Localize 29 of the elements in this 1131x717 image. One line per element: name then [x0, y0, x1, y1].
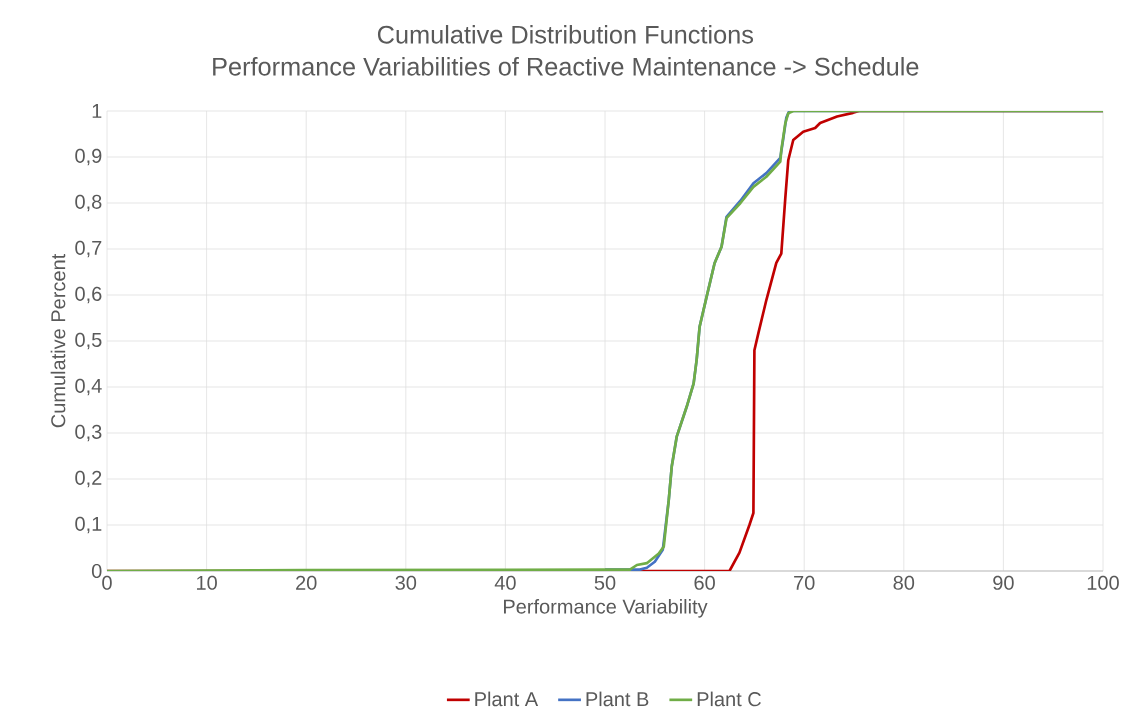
y-tick-label: 0,1	[75, 516, 102, 534]
legend-label: Plant A	[475, 691, 539, 707]
y-tick-label: 0,9	[75, 148, 102, 166]
x-tick-label: 50	[594, 575, 616, 590]
x-axis-title: Performance Variability	[504, 599, 708, 618]
y-tick-label: 0,7	[75, 240, 102, 258]
x-tick-label: 20	[296, 575, 317, 590]
y-tick-label: 0,4	[75, 378, 102, 396]
x-tick-label: 70	[794, 575, 815, 590]
y-tick-label: 1	[92, 104, 102, 118]
y-tick-label: 0,2	[75, 470, 102, 488]
x-tick-label: 10	[197, 575, 217, 590]
x-tick-label: 100	[1087, 575, 1119, 590]
y-axis-title: Cumulative Percent	[50, 253, 66, 428]
y-tick-label: 0,3	[75, 424, 102, 442]
x-tick-label: 40	[494, 575, 516, 590]
y-tick-label: 0,8	[75, 194, 102, 212]
chart-subtitle: Performance Variabilities of Reactive Maintenance -> Schedule	[213, 57, 919, 76]
y-tick-label: 0,6	[75, 286, 102, 304]
x-tick-label: 60	[694, 575, 715, 590]
y-tick-label: 0	[91, 563, 102, 579]
y-tick-label: 0,5	[75, 332, 102, 350]
legend-label: Plant C	[697, 691, 761, 707]
x-tick-label: 90	[993, 575, 1014, 590]
x-tick-label: 0	[102, 575, 112, 590]
x-tick-label: 80	[893, 575, 915, 590]
legend-label: Plant B	[586, 691, 649, 707]
chart-title: Cumulative Distribution Functions	[377, 25, 754, 44]
x-tick-label: 30	[395, 575, 417, 590]
